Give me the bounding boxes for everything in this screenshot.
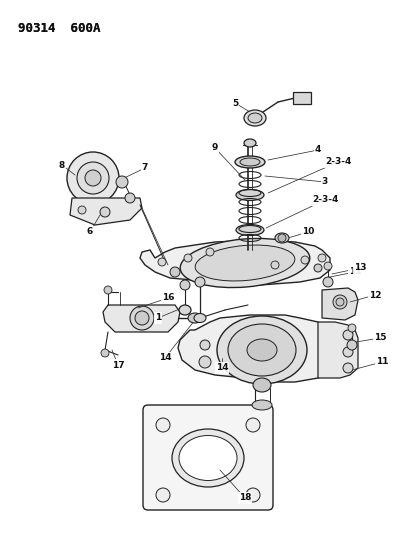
Circle shape bbox=[130, 306, 154, 330]
Ellipse shape bbox=[235, 190, 263, 200]
Circle shape bbox=[317, 254, 325, 262]
Circle shape bbox=[342, 363, 352, 373]
Ellipse shape bbox=[235, 156, 264, 168]
Circle shape bbox=[100, 207, 110, 217]
Circle shape bbox=[198, 356, 211, 368]
Circle shape bbox=[205, 248, 213, 256]
Circle shape bbox=[116, 176, 128, 188]
Ellipse shape bbox=[188, 313, 201, 323]
Circle shape bbox=[104, 286, 112, 294]
Circle shape bbox=[101, 349, 109, 357]
Ellipse shape bbox=[180, 238, 309, 288]
Circle shape bbox=[322, 277, 332, 287]
Ellipse shape bbox=[194, 245, 294, 281]
Circle shape bbox=[180, 280, 190, 290]
Text: 2-3-4: 2-3-4 bbox=[311, 196, 337, 205]
Circle shape bbox=[245, 488, 259, 502]
Ellipse shape bbox=[217, 316, 306, 384]
Polygon shape bbox=[317, 322, 357, 378]
Circle shape bbox=[335, 298, 343, 306]
Circle shape bbox=[77, 162, 109, 194]
Text: 11: 11 bbox=[375, 358, 387, 367]
Text: 90314  600A: 90314 600A bbox=[18, 22, 100, 35]
Ellipse shape bbox=[239, 158, 259, 166]
Ellipse shape bbox=[172, 429, 243, 487]
Text: 3: 3 bbox=[321, 177, 327, 187]
Ellipse shape bbox=[243, 110, 265, 126]
Bar bbox=[292, 92, 310, 104]
Text: 8: 8 bbox=[59, 160, 65, 169]
Circle shape bbox=[184, 254, 192, 262]
Circle shape bbox=[170, 267, 180, 277]
Circle shape bbox=[156, 488, 170, 502]
Text: 2-3-4: 2-3-4 bbox=[324, 157, 350, 166]
Circle shape bbox=[158, 258, 166, 266]
Circle shape bbox=[85, 170, 101, 186]
Circle shape bbox=[194, 277, 205, 287]
Circle shape bbox=[270, 261, 278, 269]
Circle shape bbox=[332, 295, 346, 309]
Circle shape bbox=[78, 206, 86, 214]
Ellipse shape bbox=[246, 339, 276, 361]
Circle shape bbox=[277, 234, 285, 242]
Ellipse shape bbox=[227, 324, 295, 376]
Text: 11: 11 bbox=[348, 268, 360, 277]
Ellipse shape bbox=[178, 305, 190, 315]
Circle shape bbox=[347, 324, 355, 332]
Circle shape bbox=[313, 264, 321, 272]
Circle shape bbox=[300, 256, 308, 264]
Text: 6: 6 bbox=[87, 228, 93, 237]
Circle shape bbox=[67, 152, 119, 204]
Ellipse shape bbox=[243, 139, 255, 147]
Ellipse shape bbox=[252, 378, 270, 392]
Ellipse shape bbox=[247, 113, 261, 123]
Polygon shape bbox=[103, 305, 180, 332]
Ellipse shape bbox=[194, 313, 205, 322]
Text: 12: 12 bbox=[368, 290, 380, 300]
Text: 5: 5 bbox=[231, 99, 237, 108]
Text: 18: 18 bbox=[238, 494, 251, 503]
Text: 10: 10 bbox=[301, 228, 314, 237]
Circle shape bbox=[346, 340, 356, 350]
Ellipse shape bbox=[274, 233, 288, 243]
Text: 14: 14 bbox=[158, 353, 171, 362]
Circle shape bbox=[125, 193, 135, 203]
Text: 9: 9 bbox=[211, 143, 218, 152]
Text: 4: 4 bbox=[314, 146, 320, 155]
Polygon shape bbox=[140, 240, 329, 285]
Text: 16: 16 bbox=[161, 294, 174, 303]
Text: 15: 15 bbox=[373, 334, 385, 343]
Circle shape bbox=[135, 311, 149, 325]
Text: 14: 14 bbox=[215, 364, 228, 373]
Polygon shape bbox=[70, 198, 142, 225]
Circle shape bbox=[323, 262, 331, 270]
Ellipse shape bbox=[178, 435, 237, 481]
Text: 13: 13 bbox=[353, 263, 365, 272]
Text: 7: 7 bbox=[142, 164, 148, 173]
FancyBboxPatch shape bbox=[143, 405, 272, 510]
Text: 17: 17 bbox=[111, 360, 124, 369]
Text: 90314  600A: 90314 600A bbox=[18, 22, 100, 35]
Ellipse shape bbox=[251, 400, 271, 410]
Circle shape bbox=[342, 330, 352, 340]
Circle shape bbox=[200, 340, 209, 350]
Circle shape bbox=[156, 418, 170, 432]
Polygon shape bbox=[178, 315, 327, 382]
Ellipse shape bbox=[235, 224, 263, 236]
Circle shape bbox=[245, 418, 259, 432]
Text: 1: 1 bbox=[154, 313, 161, 322]
Circle shape bbox=[342, 347, 352, 357]
Polygon shape bbox=[321, 288, 357, 320]
